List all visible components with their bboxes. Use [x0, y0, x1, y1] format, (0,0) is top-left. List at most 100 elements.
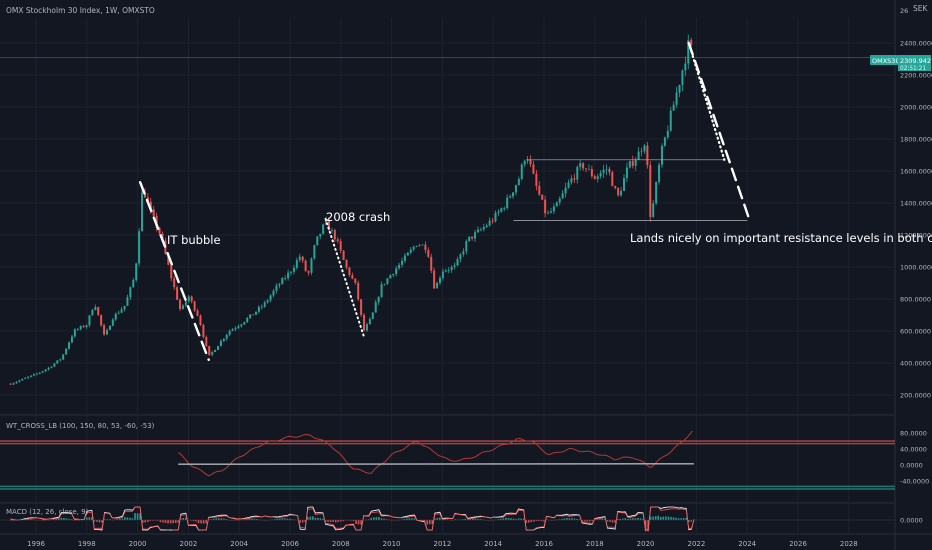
candle-body: [342, 250, 345, 260]
candle-body: [103, 325, 106, 335]
candle-body: [447, 269, 450, 271]
wt-y-tick-label: 40.0000: [900, 446, 927, 454]
candle-body: [187, 296, 190, 302]
macd-histogram-bar: [304, 520, 307, 523]
macd-histogram-bar: [152, 520, 154, 521]
candle-body: [599, 172, 602, 177]
candle-body: [94, 307, 97, 310]
macd-histogram-bar: [299, 520, 301, 523]
candle-body: [35, 373, 38, 375]
candle-body: [535, 173, 538, 186]
price-tag[interactable]: OMXS30 2309.9427 02:51:21: [870, 55, 932, 72]
x-tick-label: 2026: [789, 540, 807, 548]
macd-histogram-bar: [647, 520, 649, 532]
candle-body: [675, 92, 678, 105]
candle-body: [690, 39, 693, 46]
candle-body: [214, 349, 217, 353]
macd-histogram-bar: [327, 520, 329, 522]
candle-body: [32, 374, 35, 376]
candle-body: [377, 296, 380, 303]
candle-body: [114, 313, 117, 320]
macd-histogram-bar: [685, 517, 688, 520]
macd-histogram-bar: [571, 518, 573, 520]
macd-histogram-bar: [576, 518, 578, 520]
candle-body: [506, 197, 509, 209]
macd-histogram-bar: [500, 518, 502, 520]
candle-body: [468, 236, 471, 242]
candle-body: [339, 241, 342, 251]
macd-y-tick-label: 0.0000: [900, 517, 923, 525]
wt-y-tick-label: 80.0000: [900, 430, 927, 438]
macd-histogram-bar: [408, 518, 411, 520]
macd-histogram-bar: [426, 520, 428, 525]
macd-histogram-bar: [337, 520, 340, 522]
candle-body: [263, 302, 266, 307]
candle-body: [295, 260, 298, 268]
macd-histogram-bar: [329, 520, 332, 522]
macd-histogram-bar: [616, 518, 619, 520]
macd-histogram-bar: [578, 519, 581, 520]
macd-histogram-bar: [251, 518, 253, 520]
macd-histogram-bar: [609, 520, 611, 522]
macd-histogram-bar: [139, 513, 141, 520]
macd-histogram-bar: [324, 520, 327, 522]
macd-histogram-bar: [342, 520, 345, 522]
macd-histogram-bar: [680, 518, 682, 520]
candle-body: [252, 314, 255, 316]
candle-body: [357, 282, 360, 300]
candle-body: [205, 336, 208, 346]
macd-histogram-bar: [218, 518, 220, 520]
candle-body: [56, 360, 59, 364]
macd-histogram-bar: [86, 517, 88, 520]
candle-body: [500, 208, 503, 212]
macd-indicator-title: MACD (12, 26, close, 9): [6, 508, 89, 516]
macd-histogram-bar: [477, 518, 479, 520]
candle-body: [465, 241, 468, 252]
candle-body: [12, 383, 15, 385]
it-bubble-decline-line: [138, 180, 210, 361]
candle-body: [471, 236, 474, 239]
macd-histogram-bar: [174, 520, 177, 523]
macd-histogram-bar: [106, 519, 108, 520]
x-tick-label: 2024: [738, 540, 756, 548]
candle-body: [558, 198, 561, 203]
candle-body: [179, 299, 182, 310]
macd-histogram-bar: [520, 518, 522, 520]
macd-histogram-bar: [670, 516, 672, 520]
macd-histogram-bar: [525, 520, 528, 523]
candle-body: [430, 256, 433, 271]
candle-body: [544, 199, 547, 214]
candle-body: [602, 169, 605, 173]
macd-histogram-bar: [121, 518, 124, 520]
candle-body: [91, 309, 94, 316]
macd-histogram-bar: [644, 520, 647, 532]
candle-body: [459, 254, 462, 260]
candle-body: [120, 309, 123, 313]
macd-histogram-bar: [63, 517, 65, 520]
candle-body: [687, 39, 690, 64]
candle-body: [476, 229, 479, 233]
macd-histogram-bar: [436, 517, 439, 520]
macd-histogram-bar: [611, 520, 614, 523]
candle-body: [672, 104, 675, 111]
candle-body: [596, 176, 599, 179]
y-tick-label: 600.0000: [900, 328, 931, 336]
x-tick-label: 1998: [78, 540, 96, 548]
candle-body: [211, 352, 214, 355]
x-tick-label: 2004: [230, 540, 248, 548]
candle-body: [176, 287, 179, 300]
candle-body: [47, 367, 50, 370]
macd-histogram-bar: [515, 519, 517, 520]
candle-body: [590, 169, 593, 177]
macd-histogram-bar: [253, 518, 256, 520]
macd-histogram-bar: [662, 516, 665, 520]
candle-body: [38, 372, 41, 374]
candle-body: [88, 315, 91, 326]
macd-histogram-bar: [286, 518, 289, 520]
candle-body: [497, 211, 500, 213]
macd-histogram-bar: [256, 519, 258, 520]
macd-histogram-bar: [108, 519, 111, 520]
candle-body: [141, 192, 144, 232]
candle-body: [450, 266, 453, 270]
